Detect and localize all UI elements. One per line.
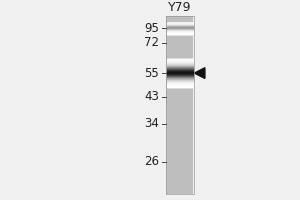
- Text: 95: 95: [144, 22, 159, 35]
- Text: 55: 55: [144, 67, 159, 80]
- Text: 26: 26: [144, 155, 159, 168]
- Text: Y79: Y79: [168, 1, 192, 14]
- Text: 72: 72: [144, 36, 159, 49]
- Text: 43: 43: [144, 90, 159, 103]
- Polygon shape: [194, 68, 205, 78]
- Text: 34: 34: [144, 117, 159, 130]
- Bar: [167, 16, 194, 194]
